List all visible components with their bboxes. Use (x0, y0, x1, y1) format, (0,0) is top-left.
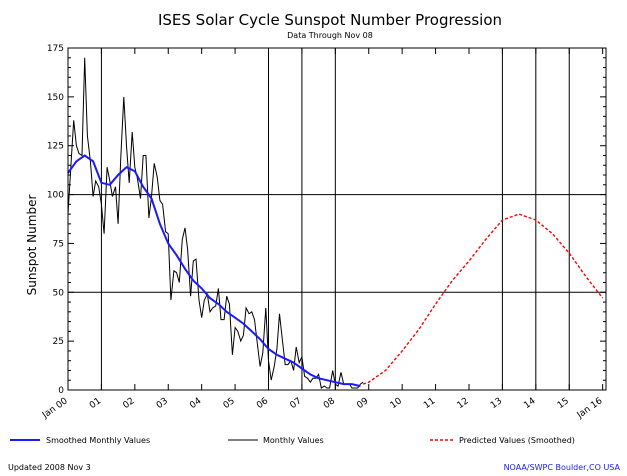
x-tick-label: 09 (355, 396, 370, 411)
plot-frame (67, 47, 607, 391)
x-tick-label: 12 (456, 396, 471, 411)
x-tick-label: 14 (522, 396, 537, 411)
x-tick-label: 11 (422, 396, 437, 411)
y-tick-label: 100 (47, 191, 64, 201)
x-tick-label: 10 (389, 396, 404, 411)
x-tick-labels: Jan 00 01 02 03 04 05 06 07 08 09 10 11 12 13 14 15 Jan … (40, 396, 605, 421)
x-tick-label: 01 (88, 396, 103, 411)
series-smoothed-monthly-values (67, 154, 361, 388)
x-tick-label: Jan 00 (40, 396, 70, 421)
x-tick-label: Jan 16 (575, 396, 605, 421)
x-tick-label: 13 (489, 396, 504, 411)
y-axis-label: Sunspot Number (25, 195, 39, 296)
y-tick-label: 25 (53, 337, 64, 347)
y-tick-label: 175 (47, 44, 64, 54)
series-monthly-values (67, 57, 364, 389)
footer-credit: NOAA/SWPC Boulder,CO USA (504, 463, 621, 472)
legend-label-monthly: Monthly Values (263, 436, 324, 445)
x-tick-label: 15 (556, 396, 571, 411)
x-tick-label: 02 (121, 396, 136, 411)
x-tick-label: 05 (222, 396, 237, 411)
series-predicted-values (362, 213, 604, 385)
chart-title: ISES Solar Cycle Sunspot Number Progress… (158, 11, 502, 29)
x-tick-label: 08 (322, 396, 337, 411)
x-tick-label: 04 (188, 396, 203, 411)
y-tick-label: 150 (47, 93, 64, 103)
chart-subtitle: Data Through Nov 08 (287, 31, 373, 40)
axis-ticks (67, 47, 606, 391)
legend: Smoothed Monthly Values Monthly Values P… (10, 436, 575, 445)
y-tick-label: 50 (53, 288, 65, 298)
footer-updated: Updated 2008 Nov 3 (8, 463, 91, 472)
gridlines (68, 48, 606, 390)
x-tick-label: 06 (255, 396, 270, 411)
legend-label-predicted: Predicted Values (Smoothed) (459, 436, 575, 445)
legend-label-smoothed: Smoothed Monthly Values (46, 436, 150, 445)
x-tick-label: 07 (289, 396, 304, 411)
y-tick-label: 75 (53, 239, 64, 249)
x-tick-label: 03 (155, 396, 170, 411)
y-tick-label: 0 (58, 386, 64, 396)
y-tick-label: 125 (47, 142, 64, 152)
y-tick-labels: 0 25 50 75 100 125 150 175 (47, 44, 64, 396)
